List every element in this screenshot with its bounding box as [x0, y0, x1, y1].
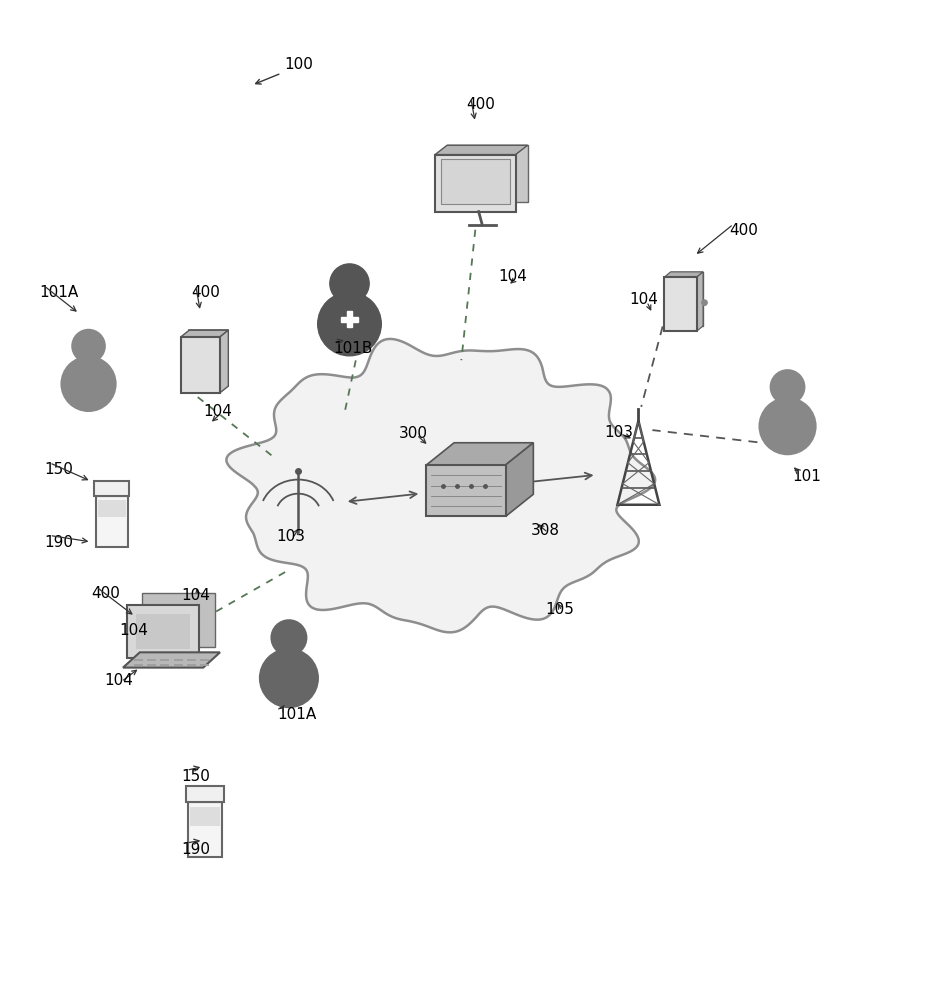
Text: 104: 104	[119, 623, 148, 638]
Bar	[187, 664, 196, 666]
Polygon shape	[226, 339, 655, 632]
Bar	[147, 664, 156, 666]
Bar	[347, 311, 352, 327]
Text: 103: 103	[604, 425, 633, 440]
Text: 190: 190	[45, 535, 74, 550]
Text: 104: 104	[203, 404, 232, 419]
Circle shape	[330, 264, 369, 303]
Bar	[96, 496, 128, 547]
Polygon shape	[435, 155, 515, 212]
Text: 400: 400	[466, 97, 495, 112]
Polygon shape	[136, 614, 190, 649]
Circle shape	[61, 356, 116, 412]
Bar	[441, 159, 510, 204]
Circle shape	[770, 369, 805, 405]
Text: 104: 104	[629, 292, 658, 307]
Text: 100: 100	[284, 57, 313, 72]
Circle shape	[71, 329, 106, 363]
Polygon shape	[435, 145, 528, 155]
Text: 190: 190	[182, 842, 211, 857]
Polygon shape	[123, 652, 220, 668]
Bar	[190, 807, 220, 826]
Polygon shape	[665, 277, 696, 331]
Bar	[160, 659, 170, 661]
Polygon shape	[427, 465, 505, 516]
Text: 101: 101	[792, 469, 821, 484]
Text: 150: 150	[182, 769, 211, 784]
Text: 101A: 101A	[39, 285, 78, 300]
Text: 308: 308	[531, 523, 560, 538]
Bar	[147, 659, 156, 661]
Polygon shape	[181, 337, 220, 393]
Circle shape	[759, 397, 816, 455]
Text: 101B: 101B	[334, 341, 373, 356]
Text: 105: 105	[545, 602, 574, 617]
Text: 150: 150	[45, 462, 74, 477]
Polygon shape	[189, 330, 228, 386]
Bar	[200, 659, 210, 661]
Polygon shape	[505, 443, 533, 516]
Bar	[133, 664, 143, 666]
Bar	[173, 659, 183, 661]
Circle shape	[702, 300, 707, 305]
Bar	[94, 481, 130, 496]
Text: 400: 400	[191, 285, 220, 300]
Bar	[188, 802, 222, 857]
Polygon shape	[127, 605, 199, 658]
Bar	[133, 659, 143, 661]
Circle shape	[259, 648, 319, 708]
Circle shape	[318, 292, 381, 356]
Text: 104: 104	[104, 673, 133, 688]
Polygon shape	[447, 145, 528, 202]
Bar	[173, 664, 183, 666]
Bar	[200, 664, 210, 666]
Polygon shape	[696, 272, 703, 331]
Bar	[160, 664, 170, 666]
Polygon shape	[671, 272, 703, 326]
Circle shape	[270, 619, 308, 656]
Text: 103: 103	[276, 529, 305, 544]
Polygon shape	[142, 593, 214, 647]
Text: 101A: 101A	[278, 707, 317, 722]
Bar	[186, 786, 224, 802]
Polygon shape	[220, 330, 228, 393]
Polygon shape	[427, 443, 533, 465]
Bar	[341, 317, 358, 322]
Bar	[187, 659, 196, 661]
Polygon shape	[181, 330, 228, 337]
Text: 104: 104	[499, 269, 528, 284]
Text: 400: 400	[729, 223, 758, 238]
Text: 400: 400	[91, 586, 120, 601]
Text: 104: 104	[182, 588, 211, 603]
Polygon shape	[665, 272, 703, 277]
Bar	[98, 500, 126, 517]
Text: 300: 300	[399, 426, 428, 441]
